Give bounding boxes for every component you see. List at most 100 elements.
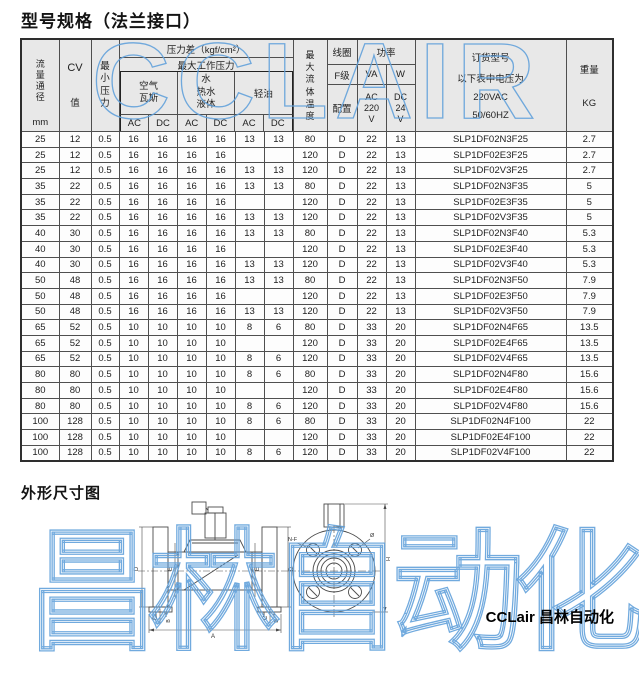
- table-cell: 13: [263, 256, 294, 274]
- table-cell: 22: [356, 240, 387, 258]
- header-min-pressure-label: 最 小 压 力: [100, 60, 110, 110]
- table-cell: 22: [356, 287, 387, 305]
- table-cell: 13: [385, 256, 416, 274]
- table-cell: 10: [205, 397, 236, 415]
- table-cell: 5.3: [565, 240, 614, 258]
- header-power-group: 功率 VA W AC 220 V DC 24 V: [356, 38, 416, 132]
- table-cell: D: [326, 319, 358, 336]
- table-cell: 65: [20, 334, 60, 352]
- header-power-label: 功率: [376, 48, 396, 59]
- table-cell: 10: [176, 319, 207, 336]
- table-cell: 13.5: [565, 319, 614, 336]
- table-cell: 10: [176, 334, 207, 352]
- table-cell: 22: [565, 413, 614, 431]
- header-weight-unit: KG: [582, 98, 597, 109]
- table-cell: D: [326, 272, 358, 289]
- table-cell: 10: [147, 334, 178, 352]
- table-cell: 25: [20, 131, 60, 148]
- table-cell: [234, 429, 265, 446]
- table-cell: 80: [58, 382, 92, 399]
- table-cell: 16: [118, 287, 149, 305]
- table-cell: 10: [176, 429, 207, 446]
- table-cell: 10: [205, 366, 236, 383]
- table-cell: 16: [205, 240, 236, 258]
- table-cell: 6: [263, 366, 294, 383]
- header-max-fluid-temp-label: 最 大 流 体 温 度: [305, 49, 315, 121]
- table-cell: 16: [205, 272, 236, 289]
- table-cell: 13: [263, 162, 294, 180]
- table-cell: 13: [234, 256, 265, 274]
- table-cell: 16: [118, 303, 149, 321]
- table-cell: 20: [385, 319, 416, 336]
- table-cell: 0.5: [90, 178, 120, 195]
- table-row: 100 128 0.5 10 10 10 10 8 6 80 D 33 20 SLP1DF02N4F100…: [20, 413, 614, 431]
- table-cell: 13: [385, 240, 416, 258]
- table-cell: 16: [176, 287, 207, 305]
- table-cell: 10: [118, 382, 149, 399]
- table-cell: D: [326, 413, 358, 431]
- table-cell: SLP1DF02V3F40: [414, 256, 567, 274]
- table-cell: 5: [565, 209, 614, 227]
- table-cell: SLP1DF02N4F80: [414, 366, 567, 383]
- front-view-drawing: N-F Ø H: [288, 503, 392, 619]
- table-cell: 2.7: [565, 131, 614, 148]
- table-cell: 128: [58, 444, 92, 462]
- table-cell: 120: [292, 193, 328, 211]
- table-cell: 16: [176, 209, 207, 227]
- table-cell: 120: [292, 397, 328, 415]
- table-cell: 15.6: [565, 366, 614, 383]
- table-cell: 22: [565, 444, 614, 462]
- dim-label-bolt-holes: N-F: [288, 537, 298, 543]
- dim-label-c-right: C: [263, 615, 269, 620]
- table-cell: 120: [292, 303, 328, 321]
- table-cell: 13: [385, 146, 416, 164]
- table-cell: 16: [147, 131, 178, 148]
- table-cell: [263, 146, 294, 164]
- table-cell: 16: [118, 131, 149, 148]
- header-pressure-group: 压力差（kgf/cm²） 最大工作压力 空气 瓦斯 水 热水 液体 轻油 AC …: [118, 38, 294, 132]
- page-title: 型号规格（法兰接口）: [21, 12, 201, 31]
- table-cell: 16: [176, 225, 207, 242]
- table-cell: 22: [58, 209, 92, 227]
- table-cell: 30: [58, 256, 92, 274]
- table-cell: 10: [205, 444, 236, 462]
- table-cell: 13: [263, 131, 294, 148]
- table-cell: [234, 240, 265, 258]
- table-cell: 0.5: [90, 397, 120, 415]
- table-cell: 80: [292, 178, 328, 195]
- spec-table-container: 流 量 通 径 mm CV 值 最 小 压 力 压力差（kgf/cm²）: [20, 38, 615, 462]
- table-cell: D: [326, 256, 358, 274]
- table-cell: 80: [58, 366, 92, 383]
- header-power-w: W: [385, 65, 415, 84]
- table-cell: 33: [356, 429, 387, 446]
- table-cell: 2.7: [565, 162, 614, 180]
- table-cell: 15.6: [565, 397, 614, 415]
- table-cell: 16: [176, 240, 207, 258]
- table-cell: 10: [176, 413, 207, 431]
- table-cell: D: [326, 303, 358, 321]
- table-cell: 10: [205, 413, 236, 431]
- table-cell: 20: [385, 429, 416, 446]
- table-cell: 120: [292, 256, 328, 274]
- table-cell: [234, 287, 265, 305]
- table-cell: 15.6: [565, 382, 614, 399]
- table-cell: 22: [356, 209, 387, 227]
- table-cell: 16: [176, 146, 207, 164]
- table-cell: 100: [20, 444, 60, 462]
- table-cell: 13: [385, 209, 416, 227]
- table-cell: 6: [263, 397, 294, 415]
- table-cell: 12: [58, 162, 92, 180]
- table-cell: 50: [20, 287, 60, 305]
- table-cell: 10: [118, 350, 149, 368]
- table-cell: 10: [205, 350, 236, 368]
- table-cell: SLP1DF02N3F25: [414, 131, 567, 148]
- table-cell: 120: [292, 382, 328, 399]
- header-water-ac: AC: [176, 115, 206, 131]
- table-cell: 80: [58, 397, 92, 415]
- table-cell: 0.5: [90, 193, 120, 211]
- table-cell: 33: [356, 397, 387, 415]
- table-cell: 16: [176, 131, 207, 148]
- table-cell: 10: [205, 382, 236, 399]
- table-cell: 16: [205, 178, 236, 195]
- table-cell: 13: [234, 178, 265, 195]
